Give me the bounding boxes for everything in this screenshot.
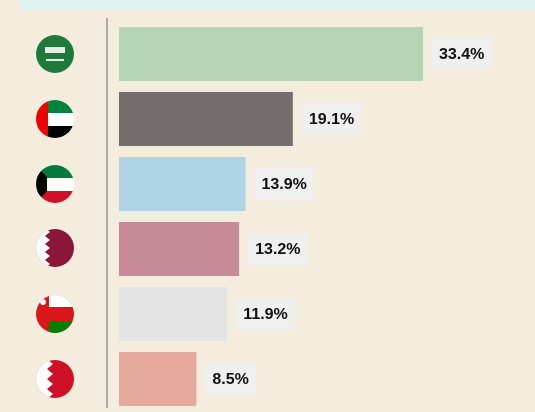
value-label: 8.5%: [212, 371, 248, 388]
flag-bahrain: [36, 360, 74, 398]
value-label-bg: [205, 363, 256, 395]
bar: [119, 27, 423, 81]
value-label-bg: [301, 103, 362, 135]
flag-oman: [36, 295, 74, 333]
value-label: 13.9%: [262, 176, 307, 193]
flag-saudi: [36, 35, 74, 73]
value-label: 33.4%: [439, 46, 484, 63]
bar: [119, 157, 246, 211]
bar: [119, 352, 197, 406]
value-label-bg: [254, 168, 314, 200]
header-strip: [20, 0, 535, 10]
flag-uae: [36, 100, 74, 138]
bar: [119, 287, 228, 341]
value-label-bg: [432, 38, 492, 70]
value-label: 13.2%: [255, 241, 300, 258]
bar: [119, 222, 240, 276]
value-label-bg: [248, 233, 308, 265]
value-label: 11.9%: [243, 306, 287, 323]
bar: [119, 92, 293, 146]
value-label: 19.1%: [309, 111, 354, 128]
value-label-bg: [236, 298, 295, 330]
